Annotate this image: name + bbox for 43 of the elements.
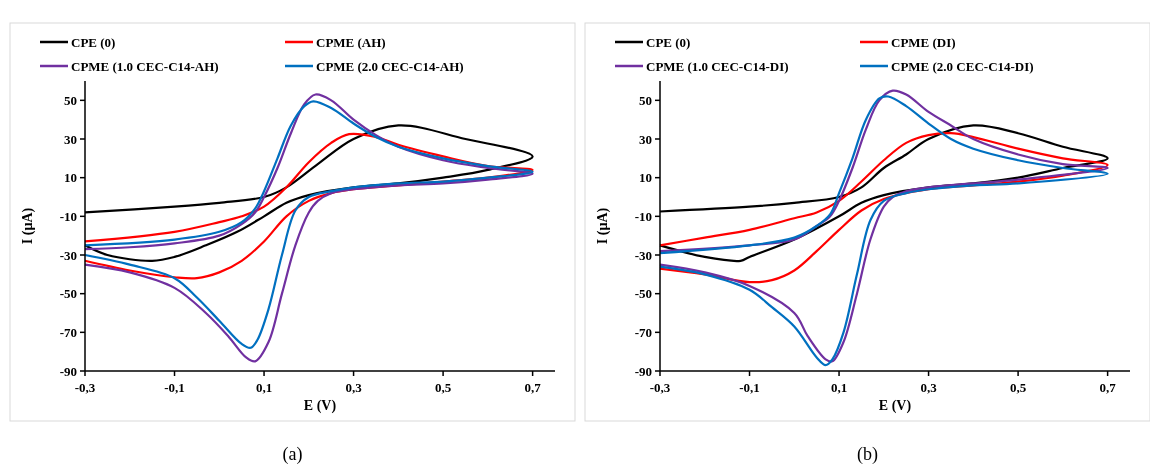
legend-label: CPME (2.0 CEC-C14-AH) (316, 58, 464, 74)
y-tick-label: -10 (59, 208, 77, 224)
y-tick-label: -30 (634, 247, 652, 263)
y-tick-label: -30 (59, 247, 77, 263)
y-tick-label: -90 (59, 363, 77, 379)
y-tick-label: 30 (639, 131, 652, 147)
text: (a) (282, 444, 303, 465)
text: (b) (857, 444, 878, 465)
y-axis-title: I (µA) (20, 207, 36, 245)
y-tick-label: -50 (59, 286, 77, 302)
legend-label: CPME (AH) (316, 34, 386, 50)
legend-label: CPE (0) (646, 34, 691, 50)
y-tick-label: -70 (59, 324, 77, 340)
x-tick-label: 0,1 (830, 380, 848, 395)
x-tick-label: -0,3 (649, 380, 671, 395)
x-tick-label: 0,5 (1009, 380, 1027, 395)
y-tick-label: -10 (634, 208, 652, 224)
y-tick-label: -70 (634, 324, 652, 340)
y-tick-label: 10 (639, 170, 652, 186)
legend-label: CPME (1.0 CEC-C14-AH) (71, 58, 219, 74)
x-axis-title: E (V) (878, 398, 912, 414)
x-tick-label: -0,1 (164, 380, 185, 395)
y-tick-label: -90 (634, 363, 652, 379)
legend-label: CPME (2.0 CEC-C14-DI) (891, 58, 1034, 74)
legend-label: CPME (DI) (891, 34, 956, 50)
y-axis-title: I (µA) (595, 207, 611, 245)
x-tick-label: -0,1 (739, 380, 760, 395)
y-tick-label: 50 (639, 92, 652, 108)
x-tick-label: 0,5 (434, 380, 452, 395)
y-tick-label: 50 (64, 92, 77, 108)
legend-label: CPME (1.0 CEC-C14-DI) (646, 58, 789, 74)
y-tick-label: 10 (64, 170, 77, 186)
x-tick-label: 0,7 (1099, 380, 1117, 395)
x-tick-label: 0,1 (255, 380, 273, 395)
x-tick-label: -0,3 (74, 380, 96, 395)
legend-label: CPE (0) (71, 34, 116, 50)
x-axis-title: E (V) (303, 398, 337, 414)
x-tick-label: 0,3 (920, 380, 938, 395)
y-tick-label: -50 (634, 286, 652, 302)
line-series (658, 132, 1109, 284)
x-tick-label: 0,3 (345, 380, 363, 395)
x-tick-label: 0,7 (524, 380, 542, 395)
y-tick-label: 30 (64, 131, 77, 147)
